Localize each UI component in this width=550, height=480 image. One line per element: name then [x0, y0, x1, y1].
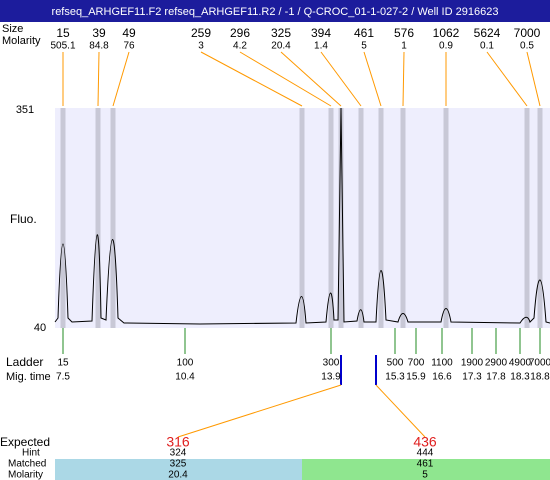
- peak-band: [328, 108, 334, 328]
- peak-size: 1062: [433, 26, 460, 40]
- ladder-size: 4900: [509, 358, 532, 369]
- expected-connector: [375, 384, 426, 438]
- ladder-size: 2900: [485, 358, 508, 369]
- peak-connector: [320, 51, 362, 107]
- ladder-mig-time: 18.8: [530, 372, 550, 383]
- peak-size: 7000: [514, 26, 541, 40]
- peak-connector: [486, 51, 528, 107]
- peak-size: 325: [271, 26, 291, 40]
- peak-connector: [363, 51, 382, 107]
- peak-size: 259: [191, 26, 211, 40]
- ladder-mig-time: 15.3: [385, 372, 405, 383]
- peak-molarity: 1: [401, 41, 407, 52]
- peak-size: 576: [394, 26, 414, 40]
- peak-connector: [200, 51, 303, 107]
- ladder-mig-time: 16.6: [432, 372, 452, 383]
- ladder-mig-time: 17.3: [462, 372, 482, 383]
- peak-molarity: 0.1: [480, 41, 494, 52]
- peak-band: [358, 108, 364, 328]
- peak-connector: [402, 51, 405, 107]
- peak-molarity: 1.4: [314, 41, 328, 52]
- ladder-mig-time: 7.5: [56, 372, 70, 383]
- header-title: refseq_ARHGEF11.F2 refseq_ARHGEF11.R2 / …: [52, 6, 499, 18]
- matched-size: 461: [417, 459, 434, 470]
- hint-size: 324: [170, 448, 187, 459]
- hint-label: Hint: [22, 448, 40, 459]
- peak-molarity: 505.1: [50, 41, 75, 52]
- peak-molarity: 3: [198, 41, 204, 52]
- ladder-size: 300: [323, 358, 340, 369]
- peak-band: [400, 108, 406, 328]
- ladder-size: 1100: [431, 358, 453, 369]
- y-top-label: 351: [16, 104, 34, 116]
- expected-connector: [177, 384, 342, 438]
- hint-size: 444: [417, 448, 434, 459]
- ladder-size: 1900: [461, 358, 484, 369]
- peak-connector: [526, 51, 541, 107]
- peak-size: 15: [56, 26, 70, 40]
- molarity-label: Molarity: [2, 35, 41, 47]
- peak-connector: [280, 51, 342, 107]
- peak-band: [60, 108, 66, 328]
- y-bottom-label: 40: [34, 322, 46, 334]
- ladder-mig-time: 13.9: [321, 372, 341, 383]
- peak-molarity: 5: [361, 41, 367, 52]
- peak-band: [378, 108, 384, 328]
- ladder-mig-time: 10.4: [175, 372, 195, 383]
- matched-molarity: 20.4: [168, 470, 188, 480]
- ladder-size: 100: [177, 358, 194, 369]
- ladder-label: Ladder: [6, 355, 43, 369]
- ladder-mig-time: 15.9: [406, 372, 426, 383]
- ladder-size: 500: [387, 358, 404, 369]
- ladder-size: 7000: [529, 358, 550, 369]
- matched-size: 325: [170, 459, 187, 470]
- peak-band: [537, 108, 543, 328]
- matched-molarity-label: Molarity: [8, 470, 43, 480]
- y-axis-title: Fluo.: [10, 212, 37, 226]
- matched-label: Matched: [8, 459, 46, 470]
- expected-size: 316: [166, 434, 190, 450]
- peak-size: 39: [92, 26, 106, 40]
- peak-molarity: 20.4: [271, 41, 291, 52]
- size-label: Size: [2, 23, 23, 35]
- ladder-mig-time: 17.8: [486, 372, 506, 383]
- peak-band: [338, 108, 344, 328]
- peak-band: [443, 108, 449, 328]
- expected-label: Expected: [0, 435, 50, 449]
- peak-connector: [97, 51, 100, 107]
- ladder-mig-time: 18.3: [510, 372, 530, 383]
- header-bar: [0, 0, 550, 22]
- peak-band: [299, 108, 305, 328]
- peak-size: 394: [311, 26, 331, 40]
- matched-bg: [302, 459, 550, 480]
- peak-size: 49: [122, 26, 136, 40]
- peak-size: 296: [230, 26, 250, 40]
- peak-molarity: 0.5: [520, 41, 534, 52]
- peak-molarity: 0.9: [439, 41, 453, 52]
- peak-size: 461: [354, 26, 374, 40]
- peak-connector: [239, 51, 332, 107]
- peak-band: [110, 108, 116, 328]
- peak-connector: [112, 51, 130, 107]
- peak-size: 5624: [474, 26, 501, 40]
- ladder-size: 700: [408, 358, 425, 369]
- matched-bg: [55, 459, 302, 480]
- peak-molarity: 84.8: [89, 41, 109, 52]
- peak-band: [95, 108, 101, 328]
- expected-size: 436: [413, 434, 437, 450]
- ladder-size: 15: [57, 358, 69, 369]
- trace: [54, 107, 550, 325]
- mig-time-label: Mig. time: [6, 371, 51, 383]
- matched-molarity: 5: [422, 470, 428, 480]
- peak-molarity: 76: [123, 41, 135, 52]
- peak-band: [524, 108, 530, 328]
- peak-molarity: 4.2: [233, 41, 247, 52]
